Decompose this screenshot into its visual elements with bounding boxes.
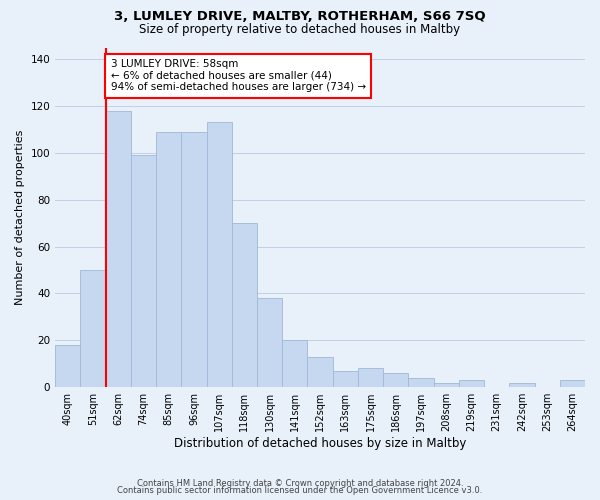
- Bar: [206, 122, 232, 387]
- Bar: [232, 223, 257, 387]
- Bar: [509, 382, 535, 387]
- Bar: [156, 132, 181, 387]
- Text: Contains public sector information licensed under the Open Government Licence v3: Contains public sector information licen…: [118, 486, 482, 495]
- Bar: [383, 373, 409, 387]
- Bar: [332, 371, 358, 387]
- Bar: [434, 382, 459, 387]
- X-axis label: Distribution of detached houses by size in Maltby: Distribution of detached houses by size …: [174, 437, 466, 450]
- Bar: [282, 340, 307, 387]
- Bar: [80, 270, 106, 387]
- Bar: [409, 378, 434, 387]
- Bar: [106, 111, 131, 387]
- Y-axis label: Number of detached properties: Number of detached properties: [15, 130, 25, 305]
- Bar: [131, 156, 156, 387]
- Bar: [459, 380, 484, 387]
- Text: Contains HM Land Registry data © Crown copyright and database right 2024.: Contains HM Land Registry data © Crown c…: [137, 478, 463, 488]
- Text: 3 LUMLEY DRIVE: 58sqm
← 6% of detached houses are smaller (44)
94% of semi-detac: 3 LUMLEY DRIVE: 58sqm ← 6% of detached h…: [110, 59, 366, 92]
- Bar: [560, 380, 585, 387]
- Text: Size of property relative to detached houses in Maltby: Size of property relative to detached ho…: [139, 22, 461, 36]
- Bar: [307, 357, 332, 387]
- Bar: [257, 298, 282, 387]
- Text: 3, LUMLEY DRIVE, MALTBY, ROTHERHAM, S66 7SQ: 3, LUMLEY DRIVE, MALTBY, ROTHERHAM, S66 …: [114, 10, 486, 23]
- Bar: [181, 132, 206, 387]
- Bar: [358, 368, 383, 387]
- Bar: [55, 345, 80, 387]
